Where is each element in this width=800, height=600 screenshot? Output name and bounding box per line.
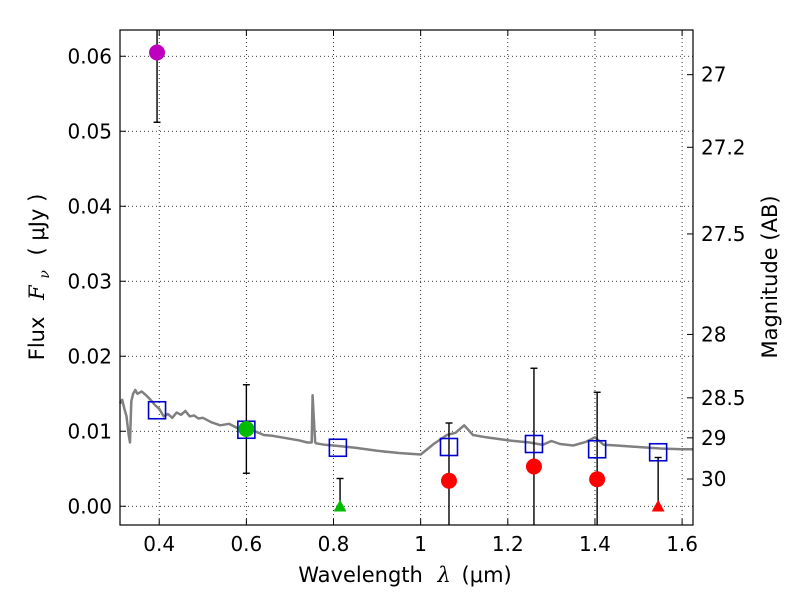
model-photometry-square xyxy=(648,442,668,462)
y2-tick-label: 29 xyxy=(701,426,726,450)
y2-tick-label: 27.2 xyxy=(701,135,746,159)
y2-tick-label: 30 xyxy=(701,467,726,491)
y2-tick-label: 27 xyxy=(701,63,726,87)
y-tick-label: 0.03 xyxy=(67,269,112,293)
data-points xyxy=(147,44,668,512)
x-tick-label: 1 xyxy=(414,532,427,556)
x-tick-label: 1.4 xyxy=(579,532,611,556)
x-axis-label: Wavelength λ (μm) xyxy=(298,563,511,587)
y-tick-label: 0.02 xyxy=(67,344,112,368)
y2-tick-label: 27.5 xyxy=(701,222,746,246)
observed-flux-point xyxy=(525,458,542,475)
x-tick-label: 1.6 xyxy=(666,532,698,556)
y-tick-label: 0.04 xyxy=(67,194,112,218)
x-tick-label: 0.8 xyxy=(318,532,350,556)
model-photometry-square xyxy=(524,434,544,454)
model-sed-curve xyxy=(118,388,693,456)
x-axis-unit: (μm) xyxy=(462,563,512,587)
model-photometry-square xyxy=(147,400,167,420)
observed-flux-point xyxy=(149,44,166,61)
plot-frame xyxy=(119,29,694,526)
y-axis-label-text: Flux xyxy=(25,317,49,361)
x-tick-label: 1.2 xyxy=(492,532,524,556)
observed-upper-limit-triangle xyxy=(651,499,665,512)
y2-tick-label: 28 xyxy=(701,322,726,346)
y2-tick-label: 28.5 xyxy=(701,386,746,410)
observed-flux-point xyxy=(238,421,255,437)
grid-lines xyxy=(120,30,693,525)
observed-flux-point xyxy=(440,472,457,489)
model-sed-line xyxy=(118,388,693,456)
model-photometry-square xyxy=(587,439,607,459)
y-axis-symbol: F xyxy=(25,284,49,301)
model-photometry-square xyxy=(439,437,459,457)
y2-axis-label: Magnitude (AB) xyxy=(758,195,782,358)
model-photometry-square xyxy=(328,438,348,458)
x-tick-label: 0.6 xyxy=(230,532,262,556)
y-tick-label: 0.01 xyxy=(67,419,112,443)
observed-upper-limit-triangle xyxy=(333,499,347,512)
y-tick-label: 0.00 xyxy=(67,494,112,518)
y-tick-label: 0.05 xyxy=(67,119,112,143)
y-axis-symbol-sub: ν xyxy=(37,270,53,279)
y-tick-label: 0.06 xyxy=(67,44,112,68)
error-bars xyxy=(153,30,662,525)
y-axis-label: Flux F ν ( μJy ) xyxy=(25,194,54,361)
observed-flux-point xyxy=(589,471,606,488)
x-tick-label: 0.4 xyxy=(143,532,175,556)
y-axis-unit: ( μJy ) xyxy=(25,194,49,256)
axis-ticks: 0.4 0.6 0.8 1 1.2 1.4 1.6 0.00 0.01 0.02 0.03 0.04 0… xyxy=(67,30,746,556)
x-axis-label-text: Wavelength xyxy=(298,563,423,587)
x-axis-symbol: λ xyxy=(437,563,451,587)
